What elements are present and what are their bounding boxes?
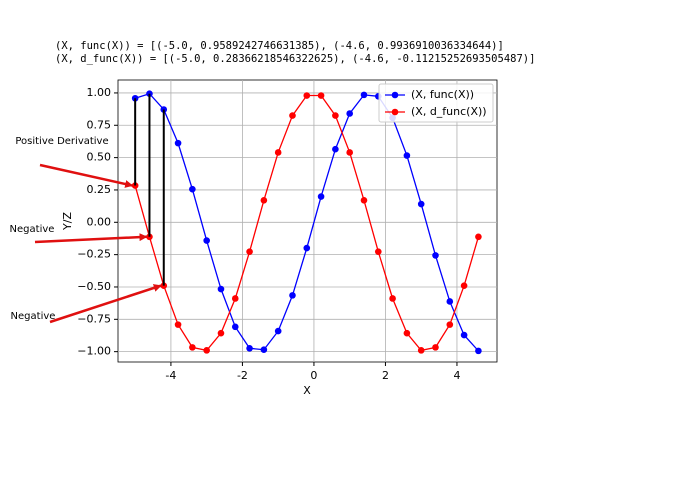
point xyxy=(317,193,325,200)
point xyxy=(475,347,482,355)
point xyxy=(332,112,339,119)
point xyxy=(217,285,225,293)
x-tick-label: 4 xyxy=(453,369,460,382)
point xyxy=(289,112,296,119)
x-axis-label: X xyxy=(303,384,311,397)
y-tick-label: −1.00 xyxy=(77,345,111,358)
y-tick-label: 0.75 xyxy=(87,118,112,131)
point xyxy=(389,295,396,302)
header-line: (X, d_func(X)) = [(-5.0, 0.2836621854632… xyxy=(55,53,535,65)
legend-label: (X, d_func(X)) xyxy=(411,105,487,118)
x-tick-label: 2 xyxy=(382,369,389,382)
point xyxy=(217,329,225,337)
point xyxy=(289,292,296,299)
point xyxy=(260,346,268,354)
legend-label: (X, func(X)) xyxy=(411,88,474,101)
point xyxy=(231,323,239,331)
y-tick-label: −0.25 xyxy=(77,248,111,261)
annotation: Negative xyxy=(10,224,55,235)
point xyxy=(246,344,253,352)
header-line: (X, func(X)) = [(-5.0, 0.958924274663138… xyxy=(55,40,504,52)
annotation: Positive Derivative xyxy=(15,136,108,147)
point xyxy=(460,331,468,339)
legend-marker xyxy=(391,91,399,99)
y-axis-label: Y/Z xyxy=(61,212,74,231)
y-tick-label: −0.75 xyxy=(77,312,111,325)
point xyxy=(346,110,353,117)
x-tick-label: -4 xyxy=(165,369,176,382)
point xyxy=(174,139,182,147)
point xyxy=(274,149,282,156)
y-tick-label: 0.25 xyxy=(87,183,112,196)
point xyxy=(303,92,311,99)
point xyxy=(260,197,268,204)
point xyxy=(446,321,454,328)
y-tick-label: 0.50 xyxy=(87,151,112,164)
point xyxy=(231,295,239,302)
y-tick-label: 0.00 xyxy=(87,215,112,228)
point xyxy=(432,252,439,259)
point xyxy=(475,233,482,241)
point xyxy=(246,248,253,255)
point xyxy=(274,327,282,335)
plot-frame xyxy=(117,79,498,363)
y-tick-label: 1.00 xyxy=(87,86,112,99)
point xyxy=(460,282,468,289)
point xyxy=(417,347,425,354)
annotation: Negative xyxy=(11,311,56,322)
point xyxy=(303,244,311,252)
point xyxy=(332,145,339,153)
point xyxy=(317,92,325,99)
point xyxy=(360,91,368,99)
annotation-arrow xyxy=(34,233,148,244)
x-tick-label: 0 xyxy=(310,369,317,382)
point xyxy=(203,237,210,244)
point xyxy=(374,248,382,255)
point xyxy=(189,185,196,193)
point xyxy=(346,149,353,156)
x-tick-label: -2 xyxy=(237,369,248,382)
annotation-arrow xyxy=(39,163,134,188)
point xyxy=(432,344,439,351)
legend-box xyxy=(378,83,494,123)
legend-marker xyxy=(391,108,399,116)
y-tick-label: −0.50 xyxy=(77,280,111,293)
point xyxy=(203,347,210,354)
point xyxy=(403,152,411,159)
point xyxy=(446,298,454,305)
point xyxy=(131,94,139,102)
point xyxy=(174,321,182,328)
point xyxy=(189,344,196,351)
annotation-arrow xyxy=(49,284,162,324)
point xyxy=(403,329,411,337)
point xyxy=(417,200,425,208)
point xyxy=(360,197,368,204)
